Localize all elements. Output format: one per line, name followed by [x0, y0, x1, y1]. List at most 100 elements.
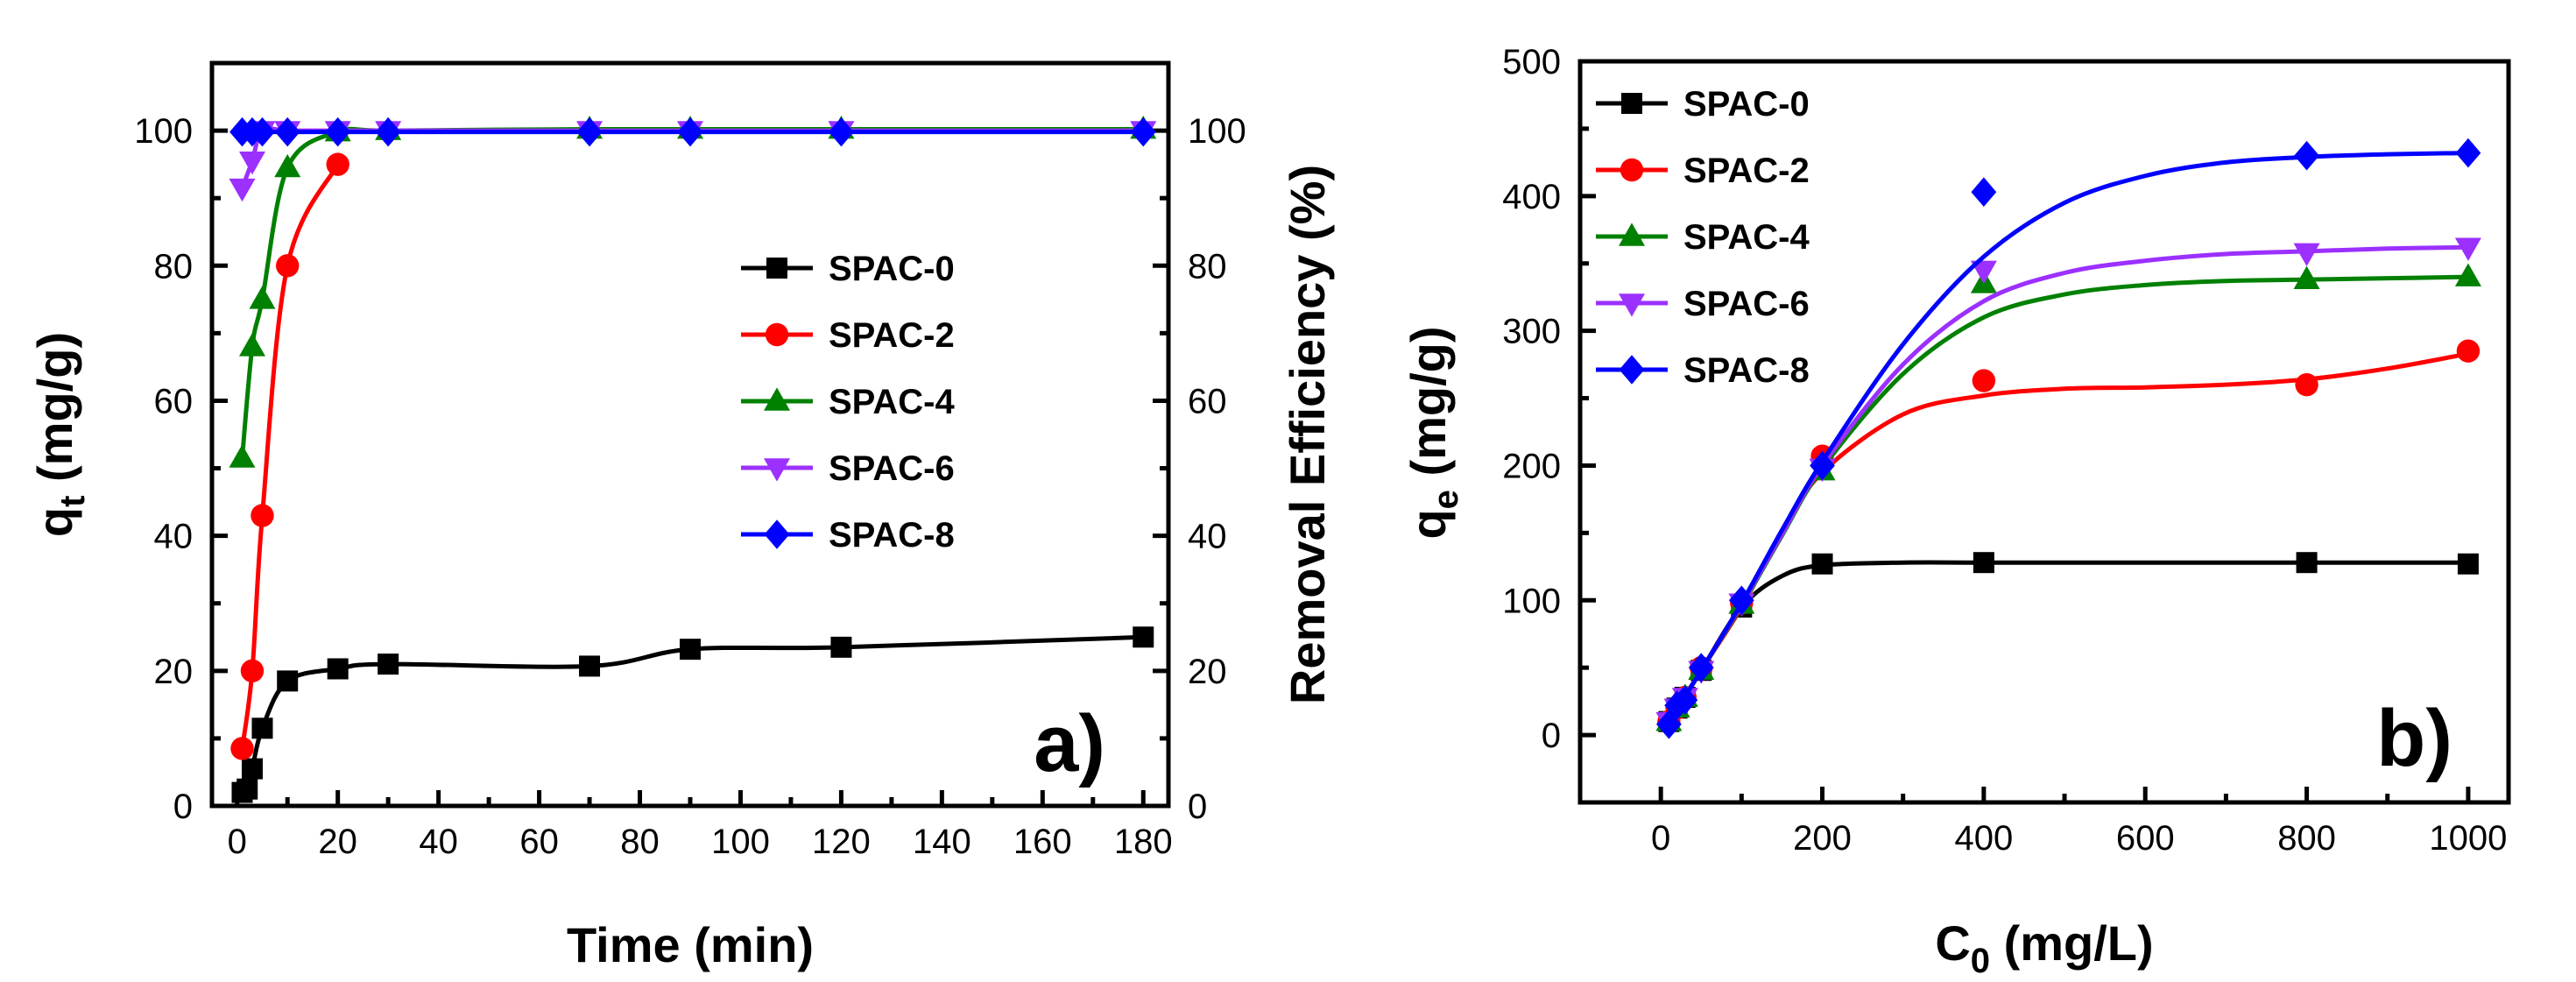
panel-b-y-tick-label: 300 — [1502, 313, 1561, 351]
panel-a-y-tick-label: 0 — [173, 788, 193, 826]
panel-b-y-tick-label: 400 — [1502, 178, 1561, 216]
panel-b-spac-6-point — [2293, 243, 2320, 267]
panel-b-x-ticks: 0 200 400 600 800 1000 — [1651, 787, 2507, 858]
panel-a-y2-tick-label: 20 — [1188, 653, 1227, 691]
panel-a-x-tick-label: 60 — [519, 823, 559, 861]
panel-b-x-axis-subscript: 0 — [1971, 942, 1990, 980]
panel-b-spac-0-point — [1973, 552, 1994, 574]
panel-b-legend-spac-0-label: SPAC-0 — [1683, 85, 1810, 124]
panel-a-legend-spac-6-marker — [764, 458, 790, 482]
panel-b-legend: SPAC-0 SPAC-2 SPAC-4 SPAC-6 SPAC-8 — [1596, 85, 1810, 390]
panel-a-y-axis-unit: (mg/g) — [27, 332, 82, 496]
panel-b-y-tick-label: 0 — [1542, 717, 1561, 755]
panel-a-spac-2-point — [326, 152, 349, 176]
panel-a-legend: SPAC-0 SPAC-2 SPAC-4 SPAC-6 SPAC-8 — [741, 250, 955, 555]
panel-a-spac-0-point — [680, 639, 701, 661]
panel-b-x-tick-label: 0 — [1651, 819, 1670, 858]
panel-a-spac-8-point — [325, 117, 351, 147]
panel-b-legend-spac-6-marker — [1619, 293, 1645, 317]
panel-b-spac-8-point — [1810, 450, 1835, 481]
panel-b-label: b) — [2376, 694, 2452, 783]
panel-b: 0 200 400 600 800 1000 0 100 200 300 400 500 SPAC-… — [1401, 43, 2511, 980]
panel-a-y-tick-label: 80 — [154, 247, 194, 286]
panel-b-spac-0-point — [2457, 553, 2479, 575]
panel-b-spac-8-point — [2294, 140, 2319, 171]
panel-b-legend-spac-4-label: SPAC-4 — [1683, 218, 1810, 257]
panel-a-x-tick-label: 140 — [913, 823, 971, 861]
panel-b-spac-2-point — [2456, 339, 2481, 363]
panel-a-spac-4-point — [274, 153, 301, 178]
panel-b-x-tick-label: 800 — [2277, 819, 2336, 858]
panel-a-spac-2-point — [230, 737, 254, 760]
panel-a-spac-8-point — [829, 117, 854, 147]
panel-a-spac-0-point — [830, 636, 852, 658]
panel-b-y-axis-subscript: e — [1427, 490, 1465, 509]
panel-a-legend-spac-0-marker — [766, 258, 787, 279]
panel-b-x-axis-title: C0 (mg/L) — [1935, 915, 2153, 980]
panel-b-legend-spac-8-marker — [1619, 355, 1645, 385]
panel-a-spac-6-point — [238, 151, 265, 175]
panel-b-spac-6-point — [1970, 260, 1997, 285]
panel-a-x-tick-label: 160 — [1013, 823, 1072, 861]
panel-a-spac-8-point — [274, 117, 300, 147]
panel-b-spac-0-point — [2296, 552, 2318, 574]
panel-a-y2-tick-label: 60 — [1188, 382, 1227, 420]
panel-a-x-axis-title: Time (min) — [567, 917, 814, 972]
panel-b-plot-frame — [1577, 59, 2511, 805]
panel-a-spac-0-point — [579, 655, 601, 677]
panel-a-y2-tick-label: 0 — [1188, 788, 1207, 826]
panel-b-spac-4-line — [1662, 274, 2468, 730]
panel-b-spac-8-point — [1971, 177, 1997, 208]
panel-b-legend-spac-4-marker — [1619, 223, 1645, 246]
panel-b-y-tick-label: 500 — [1502, 43, 1561, 81]
panel-a-spac-8-point — [1130, 117, 1156, 147]
panel-b-spac-6-point — [2454, 237, 2481, 261]
panel-a-spac-0-point — [241, 758, 263, 780]
panel-b-x-axis-unit: (mg/L) — [1990, 915, 2154, 971]
panel-b-spac-2-line — [1662, 351, 2469, 730]
panel-a-spac-0-line — [241, 634, 1144, 795]
panel-b-legend-spac-2-marker — [1620, 158, 1644, 182]
panel-a-x-tick-label: 20 — [318, 823, 357, 861]
panel-a-y-tick-label: 100 — [134, 112, 193, 151]
panel-b-legend-spac-8-label: SPAC-8 — [1683, 351, 1810, 390]
panel-a-spac-0-point — [277, 670, 299, 692]
panel-b-y-tick-label: 100 — [1502, 582, 1561, 620]
panel-a-y2-tick-label: 40 — [1188, 518, 1227, 556]
panel-a-spac-4-line — [239, 126, 1144, 459]
panel-b-spac-2-point — [2295, 372, 2318, 397]
panel-a-y2-axis-title: Removal Efficiency (%) — [1280, 165, 1335, 704]
panel-b-spac-4-point — [2454, 263, 2481, 286]
panel-b-x-axis-symbol: C — [1935, 915, 1970, 971]
panel-a-x-tick-label: 180 — [1114, 823, 1173, 861]
panel-b-x-tick-label: 200 — [1793, 819, 1852, 858]
panel-a-spac-0-point — [236, 778, 258, 800]
panel-a-x-tick-label: 80 — [620, 823, 660, 861]
panel-a-spac-8-point — [250, 117, 275, 147]
panel-b-legend-spac-6-label: SPAC-6 — [1683, 285, 1810, 323]
panel-b-x-tick-label: 1000 — [2429, 819, 2507, 858]
panel-a-y-axis-subscript: t — [53, 496, 92, 507]
panel-a-x-ticks: 0 20 40 60 80 100 120 140 160 180 — [228, 790, 1173, 861]
panel-b-spac-8-point — [1688, 653, 1714, 682]
panel-a-label: a) — [1034, 699, 1105, 788]
panel-b-spac-8-point — [2455, 138, 2481, 168]
panel-b-spac-8-point — [1664, 690, 1690, 721]
panel-a-legend-spac-8-marker — [764, 519, 790, 549]
panel-a-spac-0-point — [251, 717, 273, 739]
panel-b-spac-2-point — [1972, 369, 1996, 392]
panel-b-y-axis-title: qe (mg/g) — [1401, 326, 1465, 539]
panel-a-spac-4-point — [249, 286, 276, 309]
panel-a-legend-spac-8-label: SPAC-8 — [829, 516, 955, 555]
panel-a-legend-spac-6-label: SPAC-6 — [829, 449, 955, 488]
panel-a-y-axis-symbol: q — [27, 507, 82, 537]
panel-a-y2-ticks: 0 20 40 60 80 100 — [1153, 112, 1246, 826]
panel-a-spac-0-point — [327, 658, 349, 680]
panel-a-y2-tick-label: 80 — [1188, 247, 1227, 286]
panel-a-spac-4-point — [238, 333, 265, 357]
panel-b-legend-spac-2-label: SPAC-2 — [1683, 152, 1810, 190]
panel-a-y-ticks: 0 20 40 60 80 100 — [134, 112, 228, 826]
panel-a-y-tick-label: 20 — [154, 653, 194, 691]
panel-a-y-tick-label: 60 — [154, 382, 194, 420]
